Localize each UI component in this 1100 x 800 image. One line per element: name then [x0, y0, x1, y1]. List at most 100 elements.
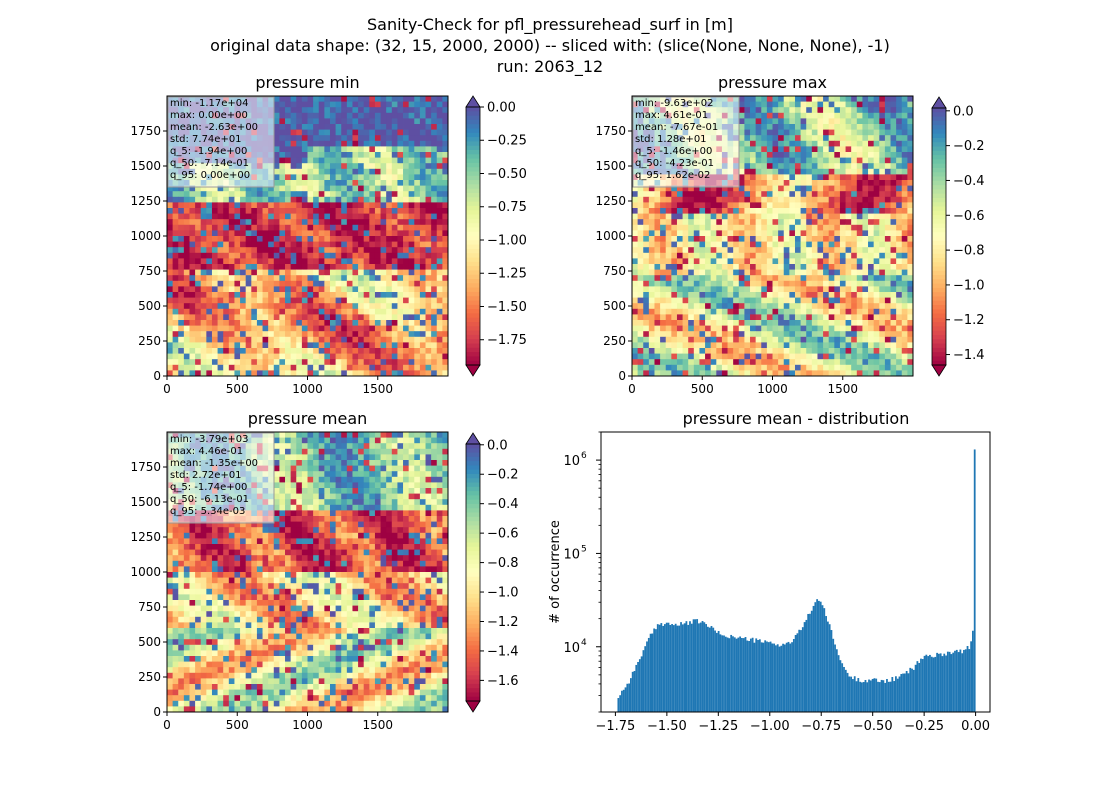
heatmap-cell [419, 303, 426, 310]
heatmap-cell [358, 191, 365, 198]
heatmap-cell [234, 342, 241, 349]
heatmap-cell [856, 308, 863, 315]
heatmap-cell [189, 269, 196, 276]
heatmap-cell [436, 146, 443, 153]
heatmap-cell [851, 219, 858, 226]
heatmap-cell [240, 264, 247, 270]
heatmap-cell [245, 269, 252, 276]
heatmap-cell [778, 157, 785, 164]
heatmap-cell [313, 202, 320, 209]
heatmap-cell [391, 303, 398, 310]
heatmap-cell [761, 331, 768, 338]
heatmap-cell [750, 219, 757, 226]
heatmap-cell [296, 292, 303, 298]
heatmap-cell [386, 320, 393, 326]
heatmap-cell [358, 292, 365, 298]
heatmap-cell [676, 342, 683, 349]
heatmap-cell [907, 202, 913, 209]
heatmap-cell [442, 308, 448, 315]
heatmap-cell [341, 292, 348, 298]
heatmap-cell [856, 157, 863, 164]
heatmap-cell [178, 336, 185, 343]
heatmap-cell [307, 297, 314, 304]
heatmap-cell [329, 297, 336, 304]
heatmap-cell [834, 342, 841, 349]
heatmap-cell [436, 286, 443, 293]
heatmap-cell [296, 308, 303, 315]
heatmap-cell [879, 219, 886, 226]
heatmap-cell [789, 247, 796, 254]
heatmap-cell [313, 264, 320, 270]
heatmap-cell [313, 292, 320, 298]
heatmap-cell [172, 202, 179, 209]
heatmap-cell [879, 208, 886, 214]
heatmap-cell [329, 101, 336, 108]
heatmap-cell [240, 353, 247, 360]
heatmap-cell [851, 241, 858, 248]
heatmap-cell [228, 280, 235, 287]
heatmap-cell [828, 269, 835, 276]
heatmap-cell [817, 118, 824, 125]
heatmap-cell [879, 135, 886, 142]
heatmap-cell [890, 219, 897, 226]
heatmap-cell [279, 118, 286, 125]
heatmap-cell [374, 236, 381, 242]
heatmap-cell [195, 359, 202, 366]
heatmap-cell [358, 118, 365, 125]
heatmap-cell [884, 112, 891, 119]
heatmap-cell [301, 342, 308, 349]
heatmap-cell [676, 264, 683, 270]
heatmap-cell [183, 213, 190, 220]
heatmap-cell [290, 96, 297, 102]
heatmap-cell [307, 336, 314, 343]
heatmap-cell [884, 96, 891, 102]
heatmap-cell [766, 320, 773, 326]
heatmap-cell [761, 135, 768, 142]
heatmap-cell [358, 348, 365, 354]
heatmap-cell [414, 129, 421, 136]
heatmap-cell [234, 241, 241, 248]
heatmap-cell [688, 252, 695, 259]
heatmap-cell [380, 219, 387, 226]
heatmap-cell [178, 247, 185, 254]
heatmap-cell [665, 264, 672, 270]
heatmap-cell [806, 224, 813, 231]
heatmap-cell [890, 325, 897, 332]
heatmap-cell [688, 224, 695, 231]
heatmap-cell [789, 314, 796, 321]
heatmap-cell [873, 230, 880, 237]
heatmap-cell [431, 163, 438, 170]
heatmap-cell [660, 264, 667, 270]
heatmap-cell [279, 353, 286, 360]
heatmap-cell [710, 320, 717, 326]
heatmap-cell [374, 129, 381, 136]
heatmap-cell [783, 124, 790, 130]
heatmap-cell [172, 364, 179, 371]
heatmap-cell [397, 308, 404, 315]
heatmap-cell [806, 258, 813, 265]
heatmap-cell [329, 280, 336, 287]
heatmap-cell [823, 269, 830, 276]
heatmap-cell [682, 247, 689, 254]
heatmap-cell [817, 359, 824, 366]
heatmap-cell [811, 163, 818, 170]
figure-title: Sanity-Check for pfl_pressurehead_surf i… [367, 15, 733, 35]
heatmap-cell [431, 213, 438, 220]
heatmap-cell [750, 269, 757, 276]
heatmap-cell [744, 269, 751, 276]
heatmap-cell [907, 118, 913, 125]
heatmap-cell [346, 152, 353, 158]
heatmap-cell [901, 252, 908, 259]
heatmap-cell [660, 208, 667, 214]
heatmap-cell [403, 230, 410, 237]
heatmap-cell [750, 247, 757, 254]
heatmap-cell [307, 213, 314, 220]
heatmap-cell [783, 353, 790, 360]
heatmap-cell [761, 348, 768, 354]
heatmap-cell [738, 258, 745, 265]
heatmap-cell [733, 269, 740, 276]
heatmap-cell [896, 157, 903, 164]
heatmap-cell [800, 308, 807, 315]
heatmap-cell [632, 348, 639, 354]
heatmap-cell [369, 353, 376, 360]
